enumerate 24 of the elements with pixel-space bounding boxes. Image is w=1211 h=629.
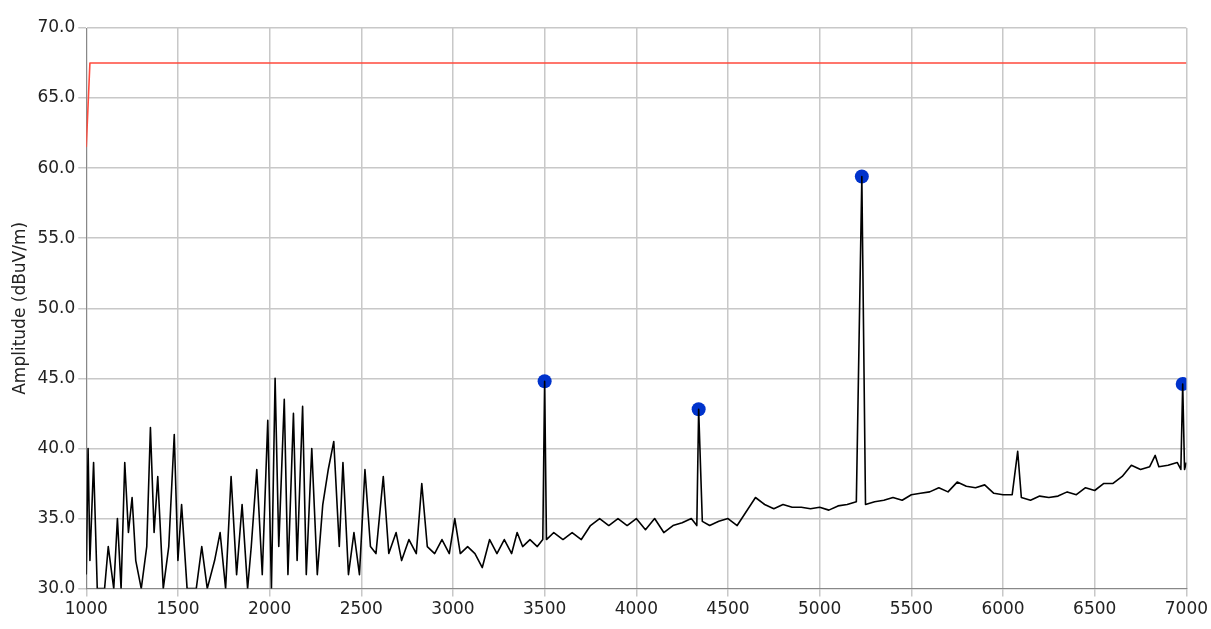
x-tick-label: 1000 [64,598,108,619]
y-tick-label: 50.0 [37,296,76,317]
x-tick-label: 3000 [431,598,475,619]
x-tick-label: 4500 [706,598,750,619]
y-tick-label: 45.0 [37,366,76,387]
x-tick-label: 3500 [523,598,567,619]
x-tick-label: 1500 [156,598,200,619]
y-axis-title: Amplitude (dBuV/m) [8,221,29,395]
y-tick-label: 30.0 [37,577,76,598]
y-tick-label: 35.0 [37,506,76,527]
y-tick-label: 40.0 [37,436,76,457]
y-tick-label: 60.0 [37,156,76,177]
x-tick-label: 2500 [339,598,383,619]
y-tick-label: 65.0 [37,86,76,107]
x-tick-label: 6000 [981,598,1025,619]
x-tick-label: 4000 [614,598,658,619]
x-tick-label: 2000 [247,598,292,619]
point [537,374,552,389]
x-tick-label: 5000 [798,598,842,619]
y-tick-label: 55.0 [37,226,76,247]
y-tick-label: 70.0 [37,16,76,37]
x-tick-label: 7000 [1164,598,1208,619]
x-tick-label: 5500 [889,598,933,619]
x-tick-label: 6500 [1073,598,1117,619]
